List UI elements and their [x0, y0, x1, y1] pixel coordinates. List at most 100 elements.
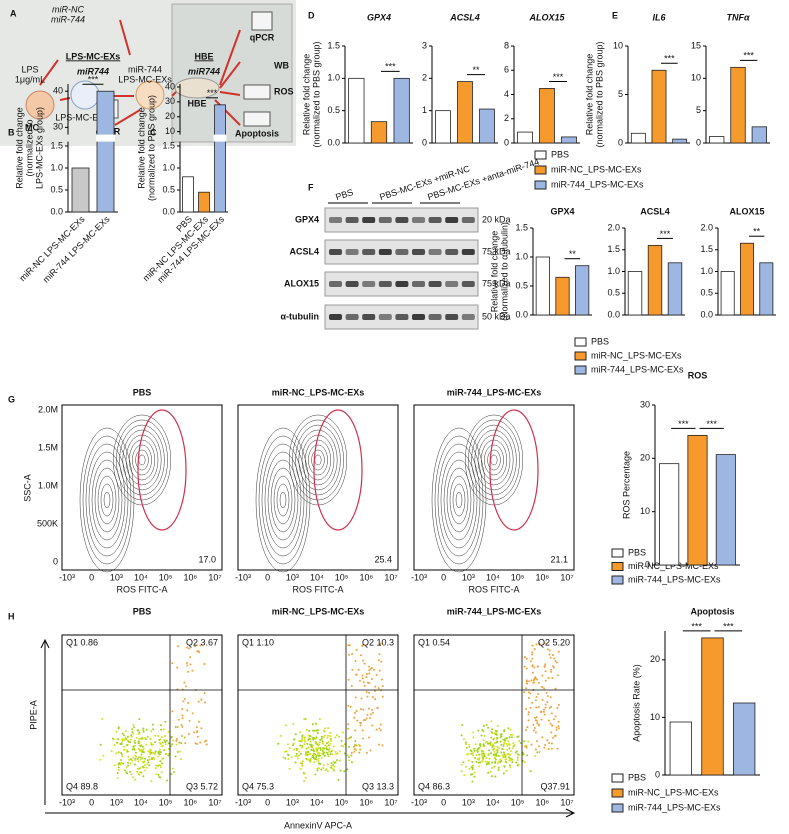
event-dot [187, 701, 190, 704]
event-dot [363, 684, 366, 687]
event-dot [471, 780, 474, 783]
y-tick-label: 0 [53, 556, 58, 566]
y-tick-label: 0.0 [607, 309, 620, 319]
event-dot [318, 718, 321, 721]
event-dot [526, 754, 529, 757]
event-dot [116, 741, 119, 744]
event-dot [137, 729, 140, 732]
event-dot [185, 685, 188, 688]
event-dot [375, 673, 378, 676]
event-dot [473, 775, 476, 778]
event-dot [311, 723, 314, 726]
event-dot [335, 753, 338, 756]
event-dot [523, 656, 526, 659]
event-dot [553, 657, 556, 660]
x-tick-label: 10³ [286, 572, 299, 582]
event-dot [142, 751, 145, 754]
event-dot [200, 698, 203, 701]
event-dot [112, 738, 115, 741]
event-dot [330, 750, 333, 753]
event-dot [149, 738, 152, 741]
event-dot [189, 656, 192, 659]
event-dot [174, 725, 177, 728]
event-dot [483, 734, 486, 737]
bar [659, 463, 680, 566]
blot-band [345, 314, 359, 320]
event-dot [516, 753, 519, 756]
event-dot [505, 761, 508, 764]
event-dot [548, 707, 551, 710]
event-dot [149, 749, 152, 752]
event-dot [489, 742, 492, 745]
event-dot [378, 727, 381, 730]
event-dot [292, 744, 295, 747]
event-dot [362, 681, 365, 684]
event-dot [133, 739, 136, 742]
flow-frame [237, 404, 399, 571]
event-dot [461, 724, 464, 727]
event-dot [316, 749, 319, 752]
event-dot [465, 753, 468, 756]
event-dot [147, 761, 150, 764]
event-dot [125, 737, 128, 740]
event-dot [354, 696, 357, 699]
contour [94, 467, 120, 533]
quadrant-label: Q1 0.86 [66, 637, 98, 647]
event-dot [544, 663, 547, 666]
event-dot [482, 739, 485, 742]
event-dot [502, 744, 505, 747]
event-dot [174, 755, 177, 758]
event-dot [528, 680, 531, 683]
event-dot [311, 736, 314, 739]
event-dot [525, 746, 528, 749]
bar [630, 132, 646, 144]
event-dot [317, 767, 320, 770]
event-dot [499, 758, 502, 761]
event-dot [365, 717, 368, 720]
chart-title: ACSL4 [449, 12, 480, 22]
event-dot [460, 770, 463, 773]
event-dot [544, 706, 547, 709]
event-dot [297, 754, 300, 757]
x-tick-label: 10⁷ [560, 572, 573, 582]
event-dot [511, 747, 514, 750]
event-dot [361, 645, 364, 648]
x-tick-label: 10⁶ [183, 572, 197, 582]
event-dot [288, 746, 291, 749]
blot-band [412, 281, 425, 287]
event-dot [508, 756, 511, 759]
arrows [39, 19, 241, 126]
event-dot [460, 763, 463, 766]
event-dot [482, 724, 485, 727]
event-dot [144, 737, 147, 740]
event-dot [500, 733, 503, 736]
event-dot [330, 762, 333, 765]
event-dot [476, 758, 479, 761]
event-dot [492, 745, 495, 748]
event-dot [460, 734, 463, 737]
event-dot [472, 731, 475, 734]
event-dot [146, 759, 149, 762]
event-dot [359, 724, 362, 727]
event-dot [555, 661, 558, 664]
event-dot [117, 727, 120, 730]
event-dot [341, 731, 344, 734]
y-tick-label: 1.0 [700, 266, 713, 276]
event-dot [355, 673, 358, 676]
diagram-label: WB [274, 60, 289, 70]
event-dot [306, 751, 309, 754]
event-dot [277, 742, 280, 745]
event-dot [313, 753, 316, 756]
x-tick-label: -10³ [59, 797, 75, 807]
event-dot [516, 759, 519, 762]
y-axis-label: PIPE-A [28, 700, 38, 730]
event-dot [161, 744, 164, 747]
y-tick-label: 1.0M [38, 480, 58, 490]
event-dot [492, 738, 495, 741]
event-dot [205, 743, 208, 746]
y-tick-label: 0.0 [515, 309, 528, 319]
event-dot [133, 726, 136, 729]
event-dot [495, 753, 498, 756]
event-dot [546, 701, 549, 704]
contour [304, 439, 332, 481]
